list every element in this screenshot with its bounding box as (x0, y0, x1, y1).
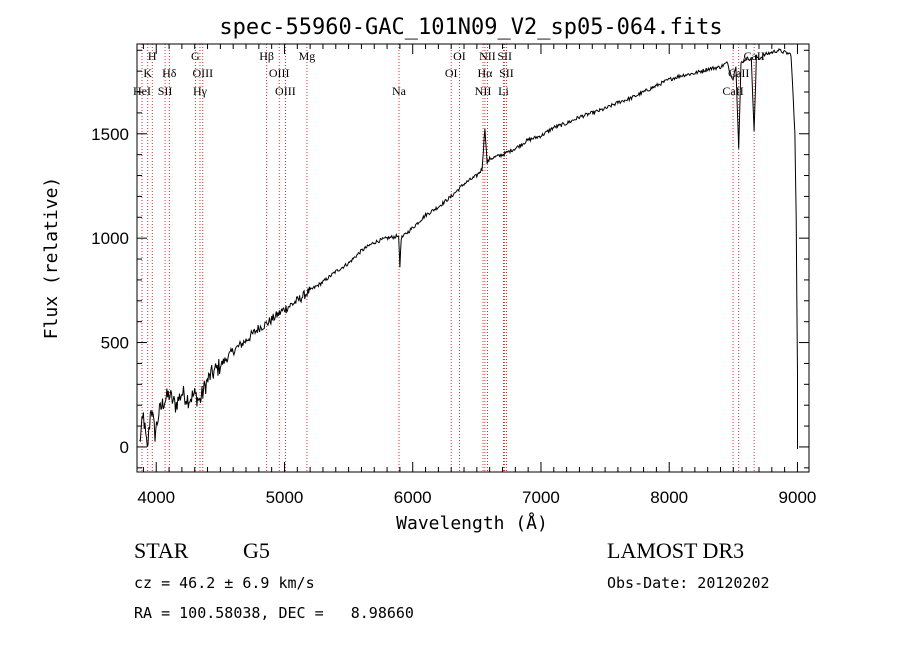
y-tick-label: 0 (120, 438, 129, 457)
spectral-line-labels: KH HeI SII Hδ G OIII Hγ Hβ OIII OIII Mg Na OI OI NII NI… (133, 49, 765, 98)
x-axis-label: Wavelength (Å) (396, 512, 548, 534)
axis-ticks (137, 44, 809, 472)
line-label: HeI (133, 84, 151, 98)
line-label: Hγ (193, 84, 208, 98)
line-label: G (191, 49, 200, 63)
coordinates: RA = 100.58038, DEC = 8.98660 (134, 604, 414, 622)
line-label: CaII (728, 66, 749, 80)
line-label: NII (479, 49, 496, 63)
line-label: OIII (192, 66, 213, 80)
line-label: OIII (269, 66, 290, 80)
obs-date: Obs-Date: 20120202 (607, 574, 770, 592)
line-label: H (148, 49, 157, 63)
line-label: Li (498, 84, 509, 98)
x-tick-label: 9000 (779, 488, 817, 507)
line-label: Hδ (162, 66, 177, 80)
line-label: OIII (275, 84, 296, 98)
survey-name: LAMOST DR3 (607, 538, 745, 563)
line-label: CaII (743, 49, 764, 63)
line-label: SII (497, 49, 512, 63)
line-label: SII (499, 66, 514, 80)
line-label: Hα (477, 66, 493, 80)
y-tick-label: 1500 (91, 125, 129, 144)
plot-frame (136, 43, 810, 473)
x-tick-label: 5000 (266, 488, 304, 507)
y-tick-label: 500 (101, 334, 129, 353)
line-label: OI (453, 49, 466, 63)
spectral-line-markers (141, 44, 755, 472)
axis-tick-labels: 4000 5000 6000 7000 8000 9000 0 500 1000 1500 (91, 125, 816, 507)
object-class: STAR (134, 538, 189, 563)
line-label: Hβ (259, 49, 274, 63)
object-subclass: G5 (243, 538, 270, 563)
line-label: NII (475, 84, 492, 98)
x-tick-label: 6000 (394, 488, 432, 507)
y-tick-label: 1000 (91, 229, 129, 248)
line-label: SII (158, 84, 173, 98)
line-label: OI (445, 66, 458, 80)
x-tick-label: 8000 (650, 488, 688, 507)
x-tick-label: 4000 (137, 488, 175, 507)
spectrum-line (139, 48, 798, 449)
y-axis-label: Flux (relative) (41, 177, 62, 340)
x-tick-label: 7000 (522, 488, 560, 507)
line-label: Na (392, 84, 407, 98)
chart-title: spec-55960-GAC_101N09_V2_sp05-064.fits (219, 15, 722, 40)
line-label: CaII (722, 84, 743, 98)
redshift-cz: cz = 46.2 ± 6.9 km/s (134, 574, 315, 592)
line-label: K (143, 66, 152, 80)
line-label: Mg (299, 49, 316, 63)
